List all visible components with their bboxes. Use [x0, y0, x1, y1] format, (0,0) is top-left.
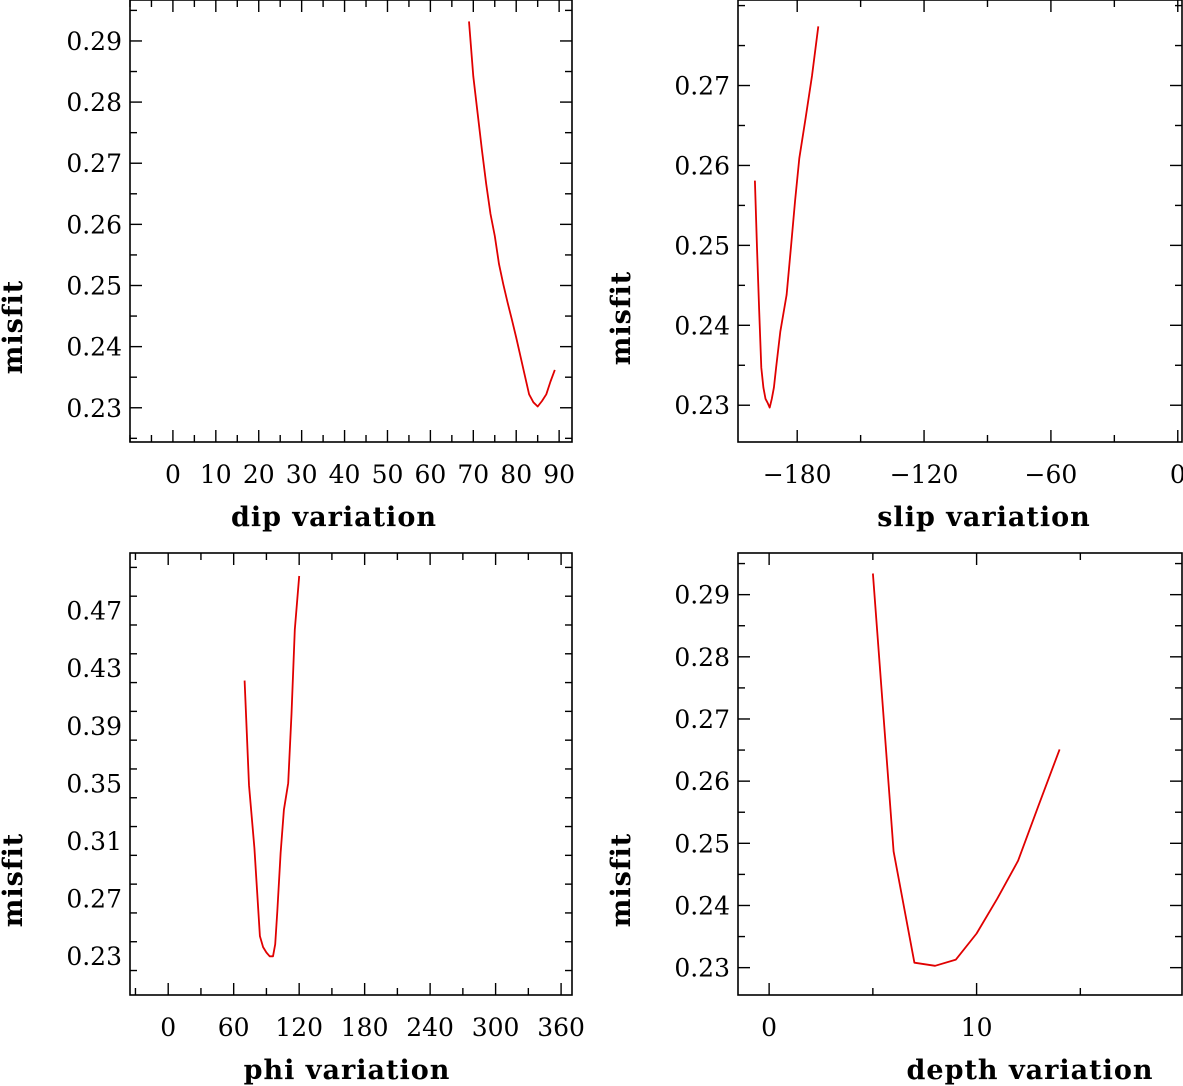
x-tick-label: 30 [286, 460, 318, 489]
y-tick-label: 0.24 [674, 891, 730, 920]
y-tick-label: 0.28 [674, 643, 730, 672]
y-tick-label: 0.39 [66, 712, 122, 741]
y-tick-label: 0.23 [66, 394, 122, 423]
y-tick-label: 0.25 [674, 829, 730, 858]
y-tick-label: 0.28 [66, 88, 122, 117]
x-tick-label: 120 [275, 1013, 323, 1042]
y-axis-label: misfit [0, 833, 29, 927]
y-tick-label: 0.23 [674, 954, 730, 983]
y-tick-label: 0.35 [66, 769, 122, 798]
x-tick-label: −120 [890, 460, 959, 489]
x-tick-label: 60 [218, 1013, 250, 1042]
y-tick-label: 0.24 [66, 333, 122, 362]
x-tick-label: 360 [537, 1013, 585, 1042]
y-tick-label: 0.27 [674, 72, 730, 101]
x-axis-label: phi variation [244, 1055, 451, 1086]
plot-frame [737, 552, 1183, 996]
x-tick-label: 0 [1170, 460, 1183, 489]
y-tick-label: 0.27 [66, 149, 122, 178]
depth-variation-panel: 0 10 0.23 0.24 0.25 0.26 0.27 0.28 0.29 depth var… [606, 552, 1183, 1086]
y-tick-label: 0.31 [66, 827, 122, 856]
y-axis-label: misfit [606, 833, 637, 927]
y-tick-label: 0.27 [674, 705, 730, 734]
x-axis-label: dip variation [231, 502, 437, 533]
x-tick-label: 80 [500, 460, 532, 489]
x-tick-label: 50 [372, 460, 404, 489]
y-tick-label: 0.23 [66, 942, 122, 971]
y-tick-label: 0.23 [674, 391, 730, 420]
y-axis-label: misfit [0, 280, 29, 374]
plot-frame [129, 0, 573, 443]
y-tick-label: 0.27 [66, 885, 122, 914]
x-tick-label: 20 [243, 460, 275, 489]
x-axis-label: slip variation [877, 502, 1091, 533]
x-axis-label: depth variation [907, 1055, 1154, 1086]
y-tick-label: 0.29 [66, 27, 122, 56]
x-tick-label: 0 [761, 1013, 777, 1042]
y-axis-label: misfit [606, 271, 637, 365]
x-tick-label: 180 [341, 1013, 389, 1042]
x-tick-label: 300 [472, 1013, 520, 1042]
plot-frame [129, 552, 573, 996]
x-tick-label: 0 [160, 1013, 176, 1042]
y-tick-label: 0.25 [674, 231, 730, 260]
x-tick-label: 70 [457, 460, 489, 489]
y-tick-label: 0.24 [674, 311, 730, 340]
x-tick-label: 60 [414, 460, 446, 489]
phi-variation-panel: 0 60 120 180 240 300 360 0.23 0.27 0.31 0.35 0.39 0.… [0, 552, 585, 1086]
plot-frame [737, 0, 1183, 443]
dip-variation-panel: 0 10 20 30 40 50 60 70 80 90 0.23 0.24 0.25 0.26 0.27 0… [0, 0, 575, 533]
y-tick-label: 0.26 [66, 210, 122, 239]
x-tick-label: 0 [165, 460, 181, 489]
x-tick-label: 10 [961, 1013, 993, 1042]
x-tick-label: −60 [1025, 460, 1078, 489]
misfit-curve [243, 575, 301, 958]
x-tick-label: 10 [200, 460, 232, 489]
slip-variation-panel: −180 −120 −60 0 0.23 0.24 0.25 0.26 0.27 slip var… [606, 0, 1183, 533]
x-tick-label: 240 [406, 1013, 454, 1042]
y-tick-label: 0.26 [674, 151, 730, 180]
misfit-curve [468, 21, 556, 408]
x-tick-label: −180 [763, 460, 832, 489]
y-tick-label: 0.47 [66, 597, 122, 626]
y-tick-label: 0.43 [66, 654, 122, 683]
x-tick-label: 40 [329, 460, 361, 489]
misfit-curve [754, 26, 820, 409]
misfit-curve [872, 573, 1061, 967]
y-tick-label: 0.25 [66, 271, 122, 300]
y-tick-label: 0.29 [674, 581, 730, 610]
y-tick-label: 0.26 [674, 767, 730, 796]
x-tick-label: 90 [543, 460, 575, 489]
